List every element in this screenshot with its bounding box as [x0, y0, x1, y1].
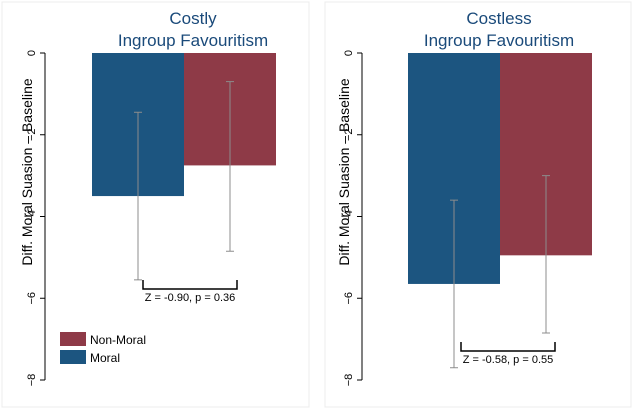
legend-swatch-non-moral	[60, 332, 86, 346]
panel-costly-tick-label: −8	[26, 374, 38, 387]
legend-label-non-moral: Non-Moral	[90, 333, 146, 347]
panel-costly-title-line1: Costly	[169, 9, 217, 28]
panel-costly-title-line2: Ingroup Favouritism	[118, 31, 268, 50]
panel-costly-errorbars	[134, 81, 234, 281]
legend-swatch-moral	[60, 350, 86, 364]
panel-costless-tick-label: −6	[343, 292, 355, 305]
panel-costly-comparison-bracket	[142, 280, 238, 290]
legend: Non-Moral Moral	[60, 332, 146, 365]
panel-costless: Costless Ingroup Favouritism Diff. Moral…	[324, 1, 632, 408]
panel-costless-tick-label: −2	[343, 128, 355, 141]
panel-costly: Costly Ingroup Favouritism Diff. Moral S…	[1, 1, 310, 408]
panel-costly-tick-label: −6	[26, 292, 38, 305]
panel-costless-title-line2: Ingroup Favouritism	[424, 31, 574, 50]
panel-costless-annotation: Z = -0.58, p = 0.55	[463, 354, 554, 366]
panel-costly-annotation: Z = -0.90, p = 0.36	[145, 292, 236, 304]
panel-costless-tick-label: −4	[343, 210, 355, 223]
panel-costless-errorbars	[450, 175, 550, 369]
panel-costly-tick-label: 0	[26, 50, 38, 56]
panel-costless-tick-label: 0	[343, 50, 355, 56]
panel-costly-ylabel: Diff. Moral Suasion – Baseline	[19, 78, 35, 265]
panel-costless-ylabel: Diff. Moral Suasion – Baseline	[336, 78, 352, 265]
panel-costly-tick-label: −4	[26, 210, 38, 223]
panel-costless-title-line1: Costless	[466, 9, 531, 28]
legend-label-moral: Moral	[90, 351, 120, 365]
panel-costless-tick-label: −8	[343, 374, 355, 387]
panel-costly-tick-label: −2	[26, 128, 38, 141]
panel-costly-ticks: 0 −2 −4 −6 −8	[26, 50, 45, 386]
panel-costless-bars	[408, 53, 592, 284]
panel-costless-comparison-bracket	[460, 342, 556, 352]
panel-costless-ticks: 0 −2 −4 −6 −8	[343, 50, 362, 386]
